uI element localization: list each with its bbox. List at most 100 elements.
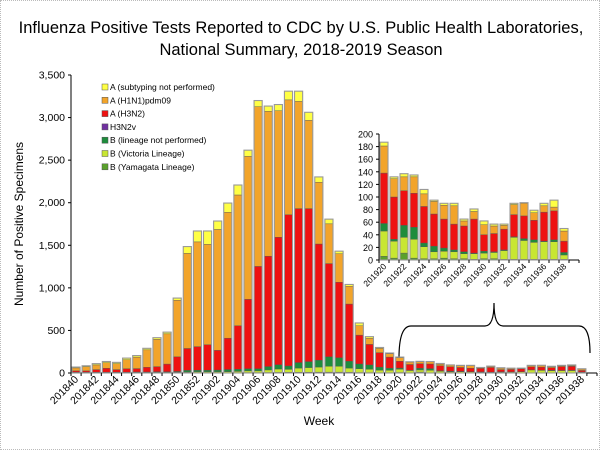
inset-bar-segment — [379, 223, 389, 232]
main-bar-segment — [274, 368, 283, 373]
main-bar-segment — [263, 366, 273, 371]
main-bar-outline — [91, 363, 101, 374]
inset-bar-segment — [489, 233, 499, 253]
inset-y-tick-label: 180 — [358, 142, 373, 152]
main-bar-201924 — [435, 362, 445, 374]
main-bar-segment — [284, 99, 293, 216]
main-bar-segment — [172, 300, 182, 358]
main-bar-segment — [385, 356, 394, 369]
main-bar-201913 — [324, 218, 334, 374]
inset-bar-201931 — [489, 223, 499, 261]
main-bar-segment — [395, 368, 405, 373]
inset-bar-segment — [449, 205, 459, 225]
main-bar-outline — [162, 331, 172, 374]
legend-swatch — [101, 136, 109, 144]
main-bar-segment — [274, 236, 283, 365]
main-bar-segment — [446, 366, 455, 372]
main-bar-outline — [334, 250, 344, 374]
inset-y-tick-label: 120 — [358, 180, 373, 190]
inset-y-tick-label: 20 — [363, 243, 373, 253]
main-bar-201840 — [71, 366, 81, 374]
main-bar-segment — [314, 243, 324, 361]
inset-bar-segment — [399, 225, 409, 238]
main-bar-201852 — [192, 230, 203, 374]
main-bar-segment — [223, 369, 233, 372]
main-bar-segment — [355, 363, 364, 369]
main-bar-segment — [223, 337, 233, 370]
inset-bar-segment — [489, 225, 499, 234]
main-bar-segment — [142, 349, 152, 368]
inset-bar-201921 — [389, 176, 399, 261]
inset-bar-segment — [519, 215, 529, 239]
legend-swatch — [101, 150, 109, 157]
inset-bar-segment — [549, 206, 559, 212]
inset-bar-segment — [419, 242, 429, 247]
inset-bar-segment — [449, 249, 459, 253]
main-bar-segment — [263, 105, 273, 112]
x-axis-label: Week — [304, 414, 335, 428]
main-bar-201851 — [182, 246, 192, 374]
inset-bar-segment — [559, 230, 569, 242]
main-bar-outline — [344, 283, 354, 374]
inset-bar-201934 — [519, 202, 529, 261]
main-bar-outline — [354, 322, 364, 374]
legend-swatch — [101, 97, 109, 104]
main-bar-outline — [324, 218, 334, 374]
inset-bar-segment — [389, 239, 399, 242]
inset-bar-segment — [389, 240, 399, 259]
main-y-tick-label: 2,000 — [39, 197, 65, 209]
main-bar-segment — [263, 369, 273, 373]
inset-bar-segment — [459, 253, 469, 259]
main-bar-segment — [526, 366, 536, 371]
main-bar-201935 — [546, 365, 557, 374]
inset-bar-outline — [459, 218, 469, 261]
main-bar-outline — [101, 360, 112, 374]
main-bar-outline — [243, 149, 253, 374]
main-bar-outline — [253, 99, 263, 374]
inset-bar-segment — [419, 193, 429, 207]
y-axis-label: Number of Positive Specimens — [12, 142, 26, 306]
inset-y-tick-label: 100 — [358, 193, 373, 203]
main-bar-segment — [304, 120, 313, 209]
main-bar-segment — [405, 370, 415, 373]
main-bar-outline — [435, 362, 445, 374]
inset-bar-segment — [479, 252, 489, 259]
main-bar-outline — [536, 364, 546, 374]
inset-bar-segment — [379, 141, 389, 147]
main-bar-segment — [435, 363, 445, 366]
main-bar-segment — [233, 369, 243, 372]
inset-x-tick-label: 201938 — [541, 261, 568, 288]
main-bar-201919 — [385, 352, 395, 374]
inset-bar-segment — [559, 252, 569, 256]
main-bar-segment — [294, 90, 303, 102]
inset-bar-segment — [559, 240, 569, 253]
inset-bar-201927 — [449, 202, 459, 261]
main-bar-outline — [567, 364, 577, 374]
main-bar-segment — [122, 368, 131, 373]
inset-bar-segment — [389, 196, 399, 240]
inset-y-tick-label: 60 — [363, 218, 373, 228]
main-bar-segment — [456, 367, 465, 372]
inset-bar-segment — [479, 224, 489, 236]
inset-bar-outline — [409, 174, 419, 261]
main-bar-outline — [223, 202, 233, 374]
main-bar-outline — [142, 347, 152, 374]
inset-bar-segment — [449, 251, 459, 259]
main-bar-segment — [375, 348, 384, 353]
main-bar-segment — [162, 363, 172, 372]
legend-label: B (Victoria Lineage) — [110, 149, 185, 159]
inset-bar-segment — [429, 213, 439, 247]
inset-bar-segment — [379, 145, 389, 174]
main-bar-segment — [486, 367, 496, 373]
main-bar-outline — [425, 360, 435, 374]
main-bar-segment — [355, 325, 364, 336]
inset-bar-segment — [499, 228, 509, 251]
main-bar-201921 — [405, 361, 415, 374]
main-bar-outline — [182, 246, 192, 374]
main-bar-segment — [344, 361, 354, 369]
legend-label: A (subtyping not performed) — [110, 82, 215, 92]
main-bar-segment — [425, 361, 435, 365]
main-bar-segment — [425, 363, 435, 369]
main-bar-segment — [355, 368, 364, 373]
inset-y-tick-label: 160 — [358, 155, 373, 165]
